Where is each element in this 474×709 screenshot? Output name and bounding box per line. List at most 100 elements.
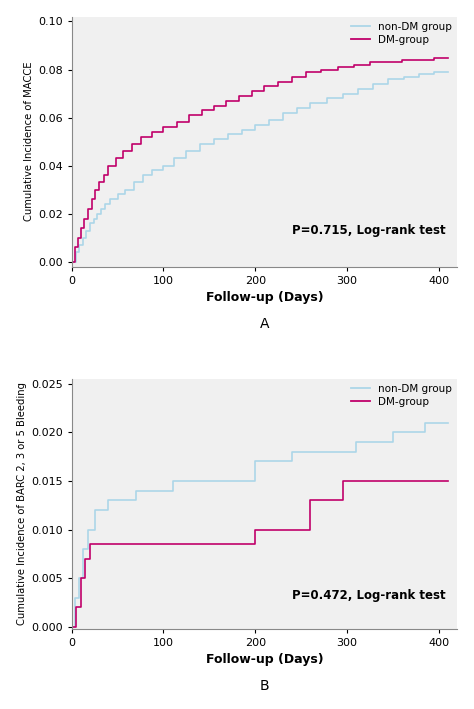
non-DM group [416,70,421,79]
Line: DM-group: DM-group [72,481,448,627]
X-axis label: Follow-up (Days): Follow-up (Days) [206,291,323,304]
DM-group [174,118,180,127]
non-DM group [356,84,361,93]
DM-group [211,101,217,110]
non-DM group [131,178,137,186]
DM-group [113,154,118,162]
non-DM group [197,476,203,485]
DM-group [101,171,107,179]
non-DM group [324,94,330,103]
DM-group [431,53,437,62]
DM-group [308,496,313,505]
non-DM group [133,486,139,495]
DM-group [416,56,421,65]
DM-group [445,53,451,62]
DM-group [96,540,102,548]
Text: B: B [260,679,269,693]
non-DM group [107,195,113,203]
DM-group [82,554,88,563]
Line: DM-group: DM-group [72,57,448,262]
non-DM group [280,108,286,117]
DM-group [75,233,81,242]
non-DM group [225,130,230,139]
DM-group [303,67,309,76]
non-DM group [422,418,428,427]
Text: A: A [260,316,269,330]
non-DM group [183,147,189,155]
DM-group [236,91,242,100]
Text: P=0.472, Log-rank test: P=0.472, Log-rank test [292,589,446,602]
non-DM group [73,593,78,602]
DM-group [249,87,255,96]
DM-group [199,106,205,115]
non-DM group [431,67,437,76]
Line: non-DM group: non-DM group [72,423,448,627]
non-DM group [115,190,120,199]
non-DM group [253,121,258,129]
non-DM group [266,116,272,124]
non-DM group [80,545,85,553]
DM-group [106,162,111,170]
non-DM group [161,162,166,170]
non-DM group [370,79,376,88]
X-axis label: Follow-up (Days): Follow-up (Days) [206,653,323,666]
DM-group [340,476,346,485]
non-DM group [150,166,155,174]
DM-group [275,77,281,86]
non-DM group [73,248,79,257]
Y-axis label: Cumulative Incidence of BARC 2, 3 or 5 Bleeding: Cumulative Incidence of BARC 2, 3 or 5 B… [17,382,27,625]
non-DM group [83,226,89,235]
DM-group [289,72,295,81]
DM-group [78,574,83,582]
Text: P=0.715, Log-rank test: P=0.715, Log-rank test [292,224,446,238]
non-DM group [401,72,407,81]
DM-group [253,525,258,534]
Legend: non-DM group, DM-group: non-DM group, DM-group [347,380,456,411]
DM-group [142,540,148,548]
non-DM group [85,525,91,534]
Line: non-DM group: non-DM group [72,72,448,262]
DM-group [89,195,95,203]
non-DM group [69,623,74,631]
non-DM group [335,447,341,456]
non-DM group [140,171,146,179]
non-DM group [211,135,217,143]
non-DM group [239,125,245,134]
DM-group [384,58,390,67]
Y-axis label: Cumulative Incidence of MACCE: Cumulative Incidence of MACCE [24,62,34,221]
DM-group [82,214,87,223]
DM-group [445,476,451,485]
non-DM group [102,200,108,208]
non-DM group [98,205,104,213]
DM-group [262,82,267,91]
non-DM group [106,496,111,505]
DM-group [129,140,135,148]
non-DM group [354,437,359,446]
DM-group [330,496,336,505]
non-DM group [436,418,442,427]
non-DM group [91,214,97,223]
non-DM group [445,418,451,427]
DM-group [352,60,357,69]
non-DM group [253,457,258,466]
non-DM group [80,233,85,242]
DM-group [390,476,396,485]
DM-group [120,147,126,155]
DM-group [138,133,144,141]
DM-group [223,96,229,105]
DM-group [319,65,324,74]
DM-group [69,623,74,631]
non-DM group [94,209,100,218]
DM-group [335,63,341,72]
non-DM group [289,447,295,456]
non-DM group [122,186,128,194]
DM-group [69,257,74,266]
DM-group [73,243,78,252]
DM-group [96,178,102,186]
non-DM group [76,240,82,249]
DM-group [186,111,192,119]
DM-group [87,540,93,548]
DM-group [367,58,373,67]
non-DM group [294,104,300,112]
DM-group [150,128,155,136]
